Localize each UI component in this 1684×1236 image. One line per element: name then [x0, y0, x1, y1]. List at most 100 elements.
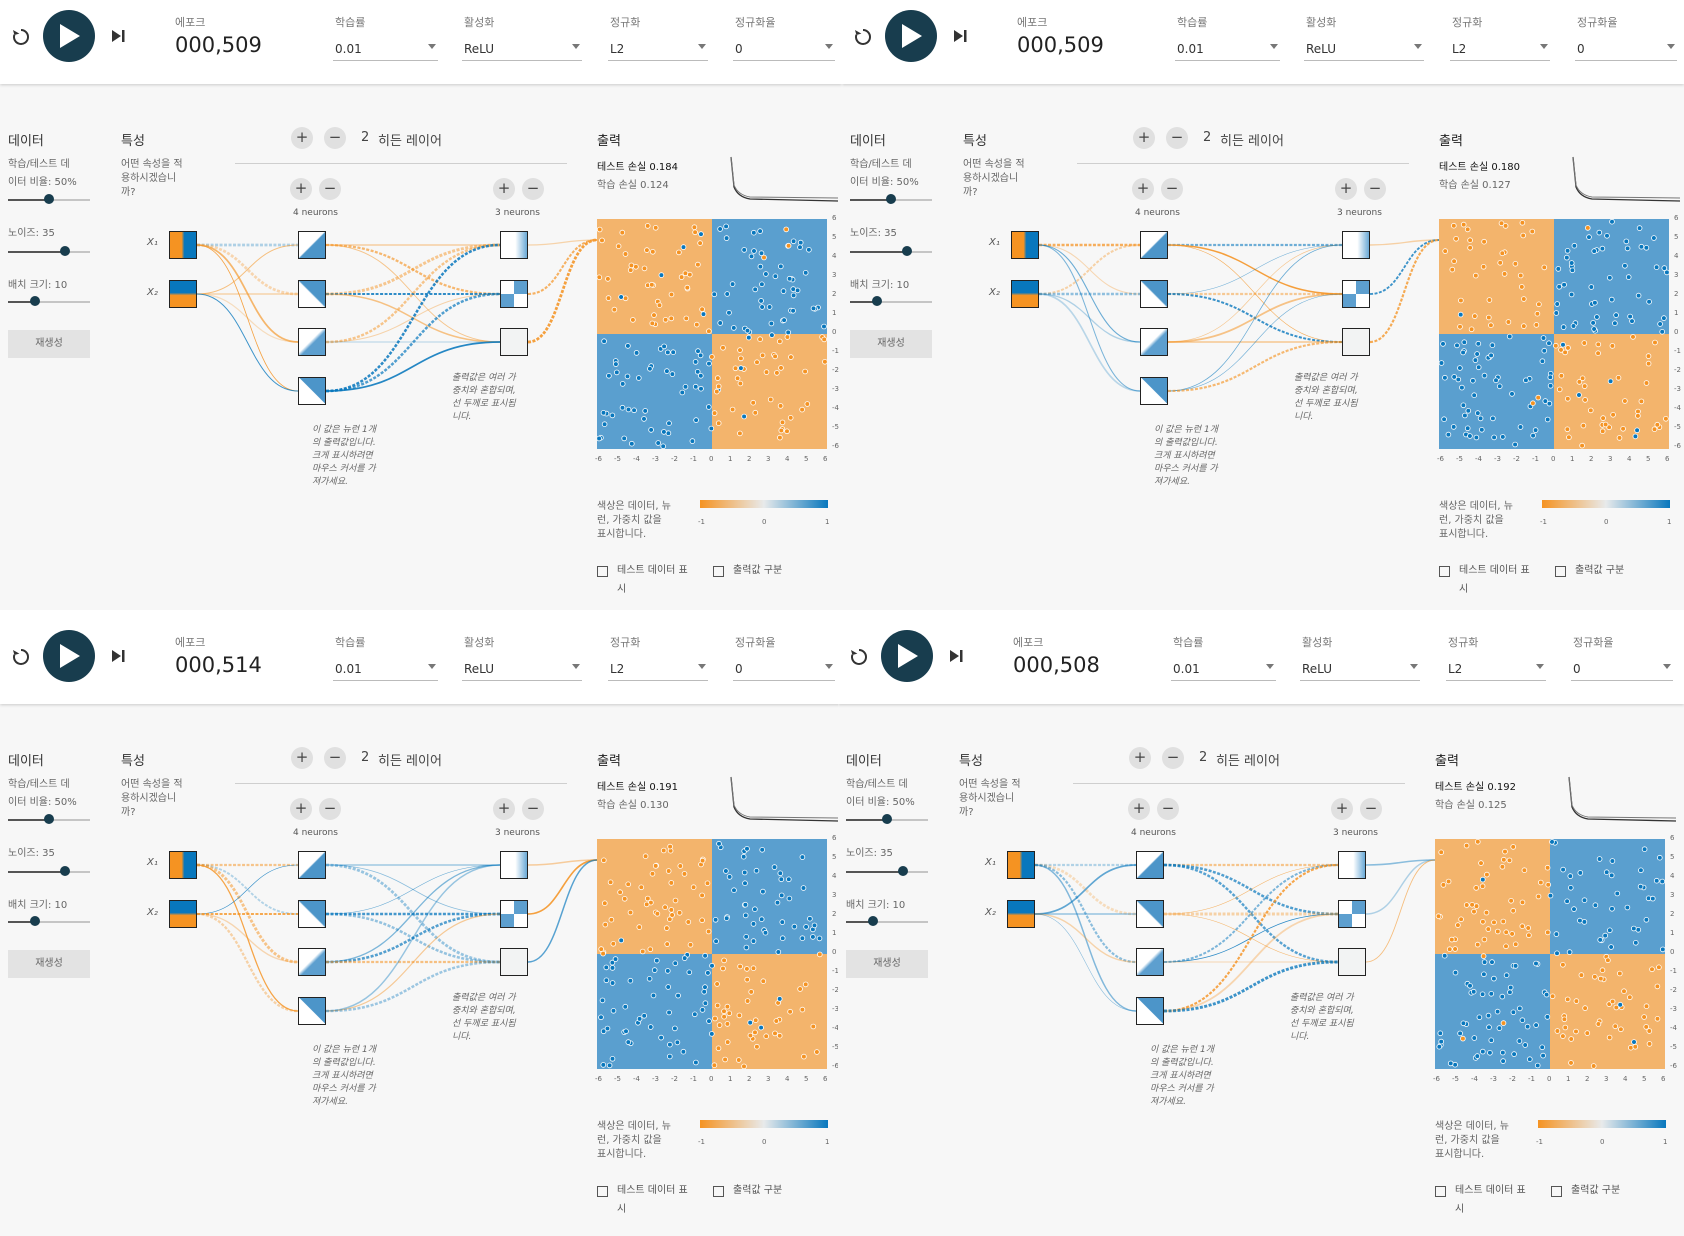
regularization-select[interactable]: L2 — [608, 38, 708, 61]
play-pause-button[interactable] — [881, 630, 933, 682]
reset-button[interactable] — [852, 26, 874, 48]
weight-link[interactable] — [1163, 913, 1339, 1012]
discretize-output-checkbox[interactable] — [1551, 1186, 1562, 1197]
ratio-slider[interactable] — [846, 814, 928, 824]
hidden-neuron[interactable] — [1136, 948, 1164, 976]
hidden-neuron[interactable] — [298, 328, 326, 356]
weight-link[interactable] — [1167, 244, 1343, 295]
weight-link[interactable] — [1163, 863, 1339, 964]
feature-x1-node[interactable] — [169, 231, 197, 259]
remove-neuron-layer2-button[interactable]: − — [522, 178, 544, 200]
weight-link[interactable] — [1369, 238, 1440, 344]
weight-link[interactable] — [196, 912, 299, 1013]
weight-link[interactable] — [196, 244, 299, 392]
hidden-neuron[interactable] — [298, 280, 326, 308]
remove-neuron-layer2-button[interactable]: − — [1360, 798, 1382, 820]
ratio-slider-knob[interactable] — [44, 194, 54, 204]
ratio-slider-knob[interactable] — [44, 814, 54, 824]
ratio-slider[interactable] — [850, 194, 932, 204]
weight-link[interactable] — [1369, 239, 1440, 295]
remove-layer-button[interactable]: − — [324, 747, 346, 769]
feature-x1-node[interactable] — [1011, 231, 1039, 259]
weight-link[interactable] — [1167, 340, 1343, 393]
weight-link[interactable] — [1167, 293, 1343, 392]
noise-slider[interactable] — [8, 866, 90, 876]
step-button[interactable] — [952, 28, 968, 44]
hidden-neuron[interactable] — [1338, 948, 1366, 976]
noise-slider-knob[interactable] — [60, 246, 71, 256]
remove-layer-button[interactable]: − — [1162, 747, 1184, 769]
weight-link[interactable] — [1034, 863, 1137, 964]
ratio-slider[interactable] — [8, 814, 90, 824]
hidden-neuron[interactable] — [1140, 231, 1168, 259]
hidden-neuron[interactable] — [500, 231, 528, 259]
hidden-neuron[interactable] — [1342, 280, 1370, 308]
hidden-neuron[interactable] — [298, 997, 326, 1025]
weight-link[interactable] — [196, 864, 299, 915]
weight-link[interactable] — [527, 238, 598, 296]
weight-link[interactable] — [527, 239, 598, 246]
show-test-data-checkbox[interactable] — [1439, 566, 1450, 577]
batch-slider-knob[interactable] — [872, 296, 883, 306]
weight-link[interactable] — [325, 243, 501, 296]
discretize-output-checkbox[interactable] — [713, 1186, 724, 1197]
hidden-neuron[interactable] — [1342, 231, 1370, 259]
remove-neuron-layer1-button[interactable]: − — [1157, 798, 1179, 820]
remove-neuron-layer2-button[interactable]: − — [1364, 178, 1386, 200]
output-heatmap[interactable] — [1435, 839, 1665, 1069]
output-heatmap[interactable] — [1439, 219, 1669, 449]
regularization-rate-select[interactable]: 0 — [1575, 38, 1677, 61]
hidden-neuron[interactable] — [298, 851, 326, 879]
weight-link[interactable] — [1034, 864, 1137, 1012]
weight-link[interactable] — [1365, 859, 1436, 915]
activation-select[interactable]: ReLU — [1300, 658, 1420, 681]
play-pause-button[interactable] — [43, 630, 95, 682]
feature-x2-node[interactable] — [1007, 900, 1035, 928]
reset-button[interactable] — [10, 646, 32, 668]
regularization-select[interactable]: L2 — [608, 658, 708, 681]
hidden-neuron[interactable] — [298, 900, 326, 928]
hidden-neuron[interactable] — [500, 900, 528, 928]
weight-link[interactable] — [196, 244, 299, 295]
learning-rate-select[interactable]: 0.01 — [333, 38, 438, 61]
output-heatmap[interactable] — [597, 219, 827, 449]
hidden-neuron[interactable] — [1136, 997, 1164, 1025]
weight-link[interactable] — [1038, 244, 1141, 392]
weight-link[interactable] — [325, 243, 501, 344]
noise-slider[interactable] — [850, 246, 932, 256]
feature-x1-node[interactable] — [169, 851, 197, 879]
batch-slider[interactable] — [8, 296, 90, 306]
activation-select[interactable]: ReLU — [1304, 38, 1424, 61]
weight-link[interactable] — [325, 243, 501, 296]
hidden-neuron[interactable] — [1140, 377, 1168, 405]
weight-link[interactable] — [325, 864, 501, 915]
learning-rate-select[interactable]: 0.01 — [1175, 38, 1280, 61]
hidden-neuron[interactable] — [1338, 851, 1366, 879]
batch-slider[interactable] — [846, 916, 928, 926]
add-neuron-layer2-button[interactable]: + — [493, 178, 515, 200]
regularization-select[interactable]: L2 — [1446, 658, 1546, 681]
weight-link[interactable] — [1365, 859, 1436, 866]
weight-link[interactable] — [1034, 863, 1137, 916]
feature-x2-node[interactable] — [169, 280, 197, 308]
remove-neuron-layer1-button[interactable]: − — [319, 798, 341, 820]
weight-link[interactable] — [325, 913, 501, 1012]
weight-link[interactable] — [1163, 863, 1339, 964]
add-layer-button[interactable]: + — [291, 127, 313, 149]
hidden-neuron[interactable] — [1136, 900, 1164, 928]
weight-link[interactable] — [1034, 864, 1137, 915]
weight-link[interactable] — [1038, 243, 1141, 296]
weight-link[interactable] — [196, 244, 299, 343]
discretize-output-checkbox[interactable] — [1555, 566, 1566, 577]
batch-slider[interactable] — [8, 916, 90, 926]
weight-link[interactable] — [527, 859, 598, 915]
ratio-slider-knob[interactable] — [882, 814, 892, 824]
batch-slider-knob[interactable] — [30, 916, 41, 926]
step-button[interactable] — [110, 648, 126, 664]
weight-link[interactable] — [1163, 863, 1339, 1013]
weight-link[interactable] — [1365, 859, 1436, 963]
weight-link[interactable] — [1034, 913, 1137, 1012]
weight-link[interactable] — [1038, 293, 1141, 392]
remove-neuron-layer2-button[interactable]: − — [522, 798, 544, 820]
regularization-rate-select[interactable]: 0 — [733, 658, 835, 681]
